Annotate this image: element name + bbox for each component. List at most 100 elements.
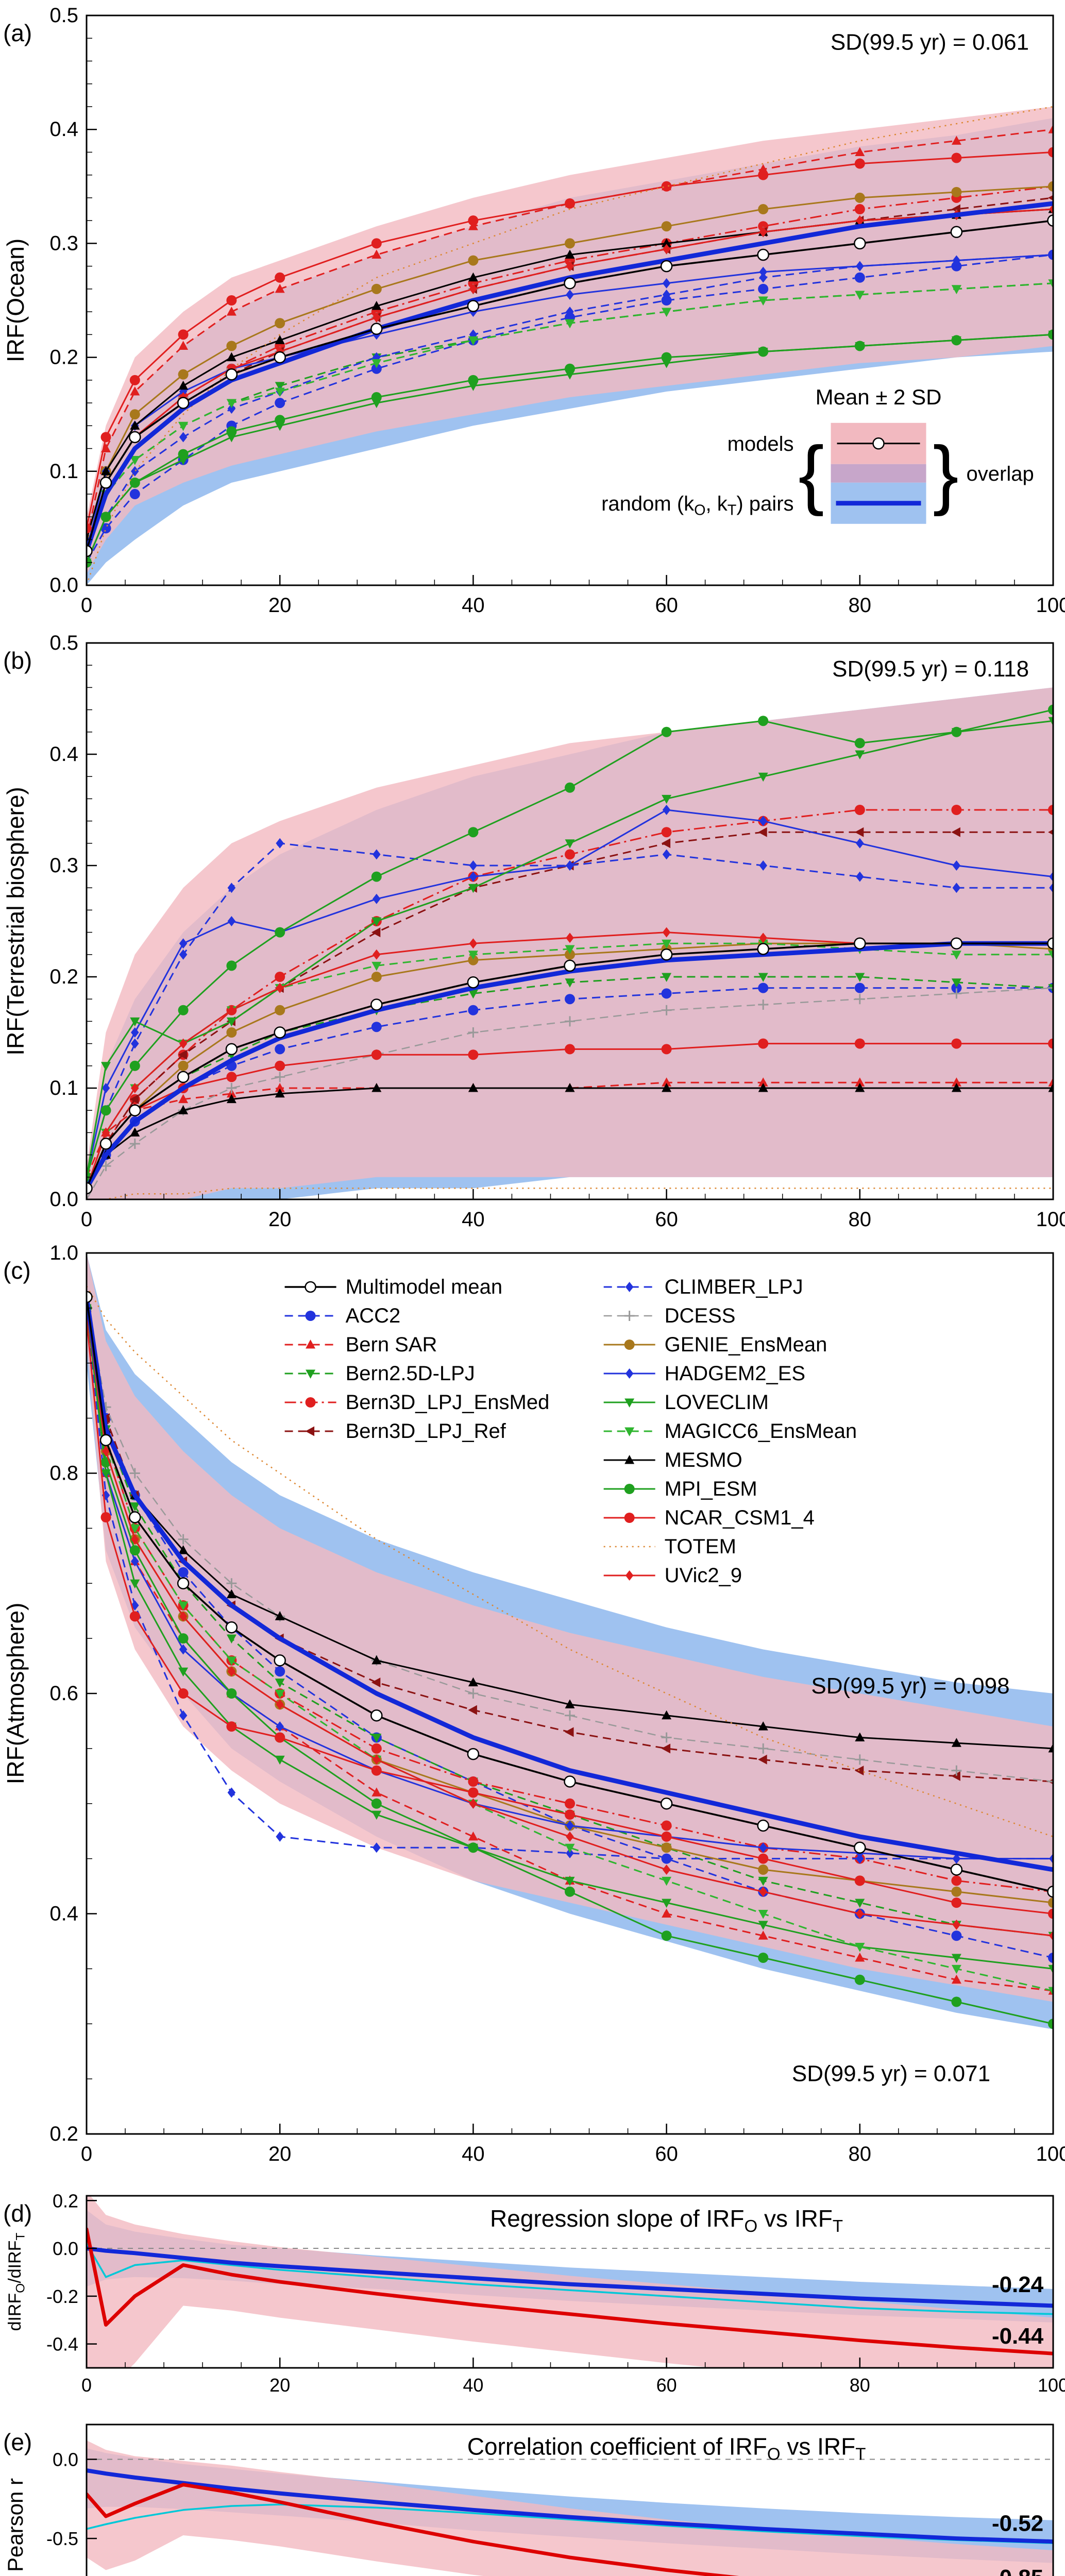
annotation: SD(99.5 yr) = 0.098 [811,1673,1009,1699]
x-axis: 0 20 40 60 80 100 [81,1189,1065,1231]
axes-frame [86,642,1054,1200]
line-random-pairs-mean [87,1295,1053,1872]
y-axis: 0.0 0.1 0.2 0.3 0.4 0.5 [49,4,97,597]
legend-item-label: Bern3D_LPJ_EnsMed [346,1391,550,1414]
legend-label-random: random (kO, kT) pairs [601,493,793,519]
line-random-pairs-mean [87,941,1053,1191]
x-axis: 0 20 40 60 80 100 [81,2124,1065,2165]
legend-item-bern3d-lpj-ref: Bern3D_LPJ_Ref [284,1420,506,1443]
legend-item-bern3d-lpj-ensmed: Bern3D_LPJ_EnsMed [284,1391,550,1414]
x-tick-label: 0 [81,1208,92,1231]
y-tick-label: 0.0 [49,1188,78,1211]
legend-item-climber-lpj: CLIMBER_LPJ [603,1276,803,1298]
y-tick-label: 0.2 [53,2190,78,2211]
x-tick-label: 100 [1036,2143,1065,2165]
legend-item-acc2: ACC2 [284,1304,400,1327]
line-random-pairs-mean [87,2246,1053,2308]
series-magicc6-ensmean [87,279,1053,556]
legend-item-label: Bern3D_LPJ_Ref [346,1420,506,1443]
legend-item-label: UVic2_9 [665,1564,742,1587]
series-multimodel-mean [87,214,1053,557]
x-tick-label: 60 [655,594,678,617]
y-tick-label: 0.0 [53,2449,78,2470]
series-multimodel-mean [87,1291,1053,1898]
x-tick-label: 0 [81,2143,92,2165]
legend-item-label: Multimodel mean [346,1276,503,1298]
legend-item-label: LOVECLIM [665,1391,769,1414]
model-legend: Multimodel mean ACC2 Bern SAR Bern2.5D-LPJ B… [284,1276,857,1587]
y-tick-label: 1.0 [49,1242,78,1264]
y-tick-label: 0.1 [49,1077,78,1099]
panel-letter-c: (c) [3,1257,31,1284]
panel-d: 0 20 40 60 80 100 0.2 0.0 -0.2 -0.4 dIRFO/dIRFT (d)… [3,2190,1065,2396]
legend-title: Mean ± 2 SD [816,385,942,409]
y-axis-label-e: Pearson r [3,2478,27,2572]
plot-area-d [87,2196,1053,2368]
legend-item-bern-sar: Bern SAR [284,1333,437,1356]
series-ncar-csm1-4 [87,147,1053,534]
band-models-2sd [87,107,1053,574]
annotation: -0.44 [992,2324,1044,2349]
y-axis: 0.2 0.4 0.6 0.8 1.0 [49,1242,97,2145]
annotation: -0.24 [992,2272,1044,2297]
band-legend: Mean ± 2 SD models random (kO, kT) pairs{}… [601,385,1034,524]
plot-area-c [87,1253,1053,2029]
series-uvic2-9 [87,1302,1053,1941]
legend-item-label: MAGICC6_EnsMean [665,1420,857,1443]
legend-item-label: CLIMBER_LPJ [665,1276,803,1298]
band-models-2sd [87,1253,1053,2002]
legend-item-label: DCESS [665,1304,736,1327]
x-tick-label: 100 [1038,2375,1065,2396]
panel-letter-a: (a) [3,20,32,46]
line-secondary-cyan- [87,2503,1053,2545]
x-tick-label: 40 [462,594,485,617]
legend-item-dcess: DCESS [603,1304,736,1327]
x-tick-label: 100 [1036,594,1065,617]
legend-swatch-overlap [831,464,926,483]
legend-item-uvic2-9: UVic2_9 [603,1564,742,1587]
x-tick-label: 60 [655,2143,678,2165]
line-models-mean [87,2227,1053,2355]
y-tick-label: -0.5 [46,2528,78,2549]
series-totem [87,1188,1053,1199]
x-axis: 0 20 40 60 80 100 [81,2358,1065,2396]
y-tick-label: 0.3 [49,232,78,255]
legend-item-label: Bern SAR [346,1333,437,1356]
y-tick-label: -0.2 [46,2286,78,2307]
legend-item-mesmo: MESMO [603,1449,742,1471]
axes-frame [86,2195,1054,2369]
x-tick-label: 20 [268,594,292,617]
y-tick-label: 0.2 [49,2123,78,2145]
x-tick-label: 60 [655,1208,678,1231]
series-mpi-esm [87,1302,1053,2029]
annotation: SD(99.5 yr) = 0.118 [832,656,1029,682]
legend-item-bern2-5d-lpj: Bern2.5D-LPJ [284,1362,475,1385]
x-tick-label: 40 [463,2375,483,2396]
legend-item-multimodel-mean: Multimodel mean [284,1276,503,1298]
y-tick-label: 0.0 [49,574,78,597]
x-tick-label: 80 [849,2143,872,2165]
axes-frame [86,14,1054,586]
plot-area-b [87,687,1053,1199]
series-climber-lpj [87,838,1053,1182]
panel-a: 0 20 40 60 80 100 0.0 0.1 0.2 0.3 0.4 0.5 IRF(Ocean)… [2,4,1065,617]
series-acc2 [87,249,1053,568]
series-mpi-esm [87,704,1053,1182]
legend-item-hadgem2-es: HADGEM2_ES [603,1362,805,1385]
y-axis: 0.2 0.0 -0.2 -0.4 [46,2190,97,2355]
x-tick-label: 40 [462,1208,485,1231]
axes-frame [86,2424,1054,2576]
line-secondary-cyan- [87,2243,1053,2315]
band-models-2sd [87,2440,1053,2576]
annotation: SD(99.5 yr) = 0.061 [831,29,1029,55]
x-tick-label: 80 [850,2375,870,2396]
x-tick-label: 20 [268,2143,292,2165]
y-tick-label: 0.5 [49,632,78,654]
legend-item-label: HADGEM2_ES [665,1362,805,1385]
x-tick-label: 20 [268,1208,292,1231]
legend-item-label: Bern2.5D-LPJ [346,1362,475,1385]
y-tick-label: 0.4 [49,118,78,141]
legend-item-label: MESMO [665,1449,742,1471]
y-axis: 0.0-0.5-1.0 [46,2449,97,2549]
